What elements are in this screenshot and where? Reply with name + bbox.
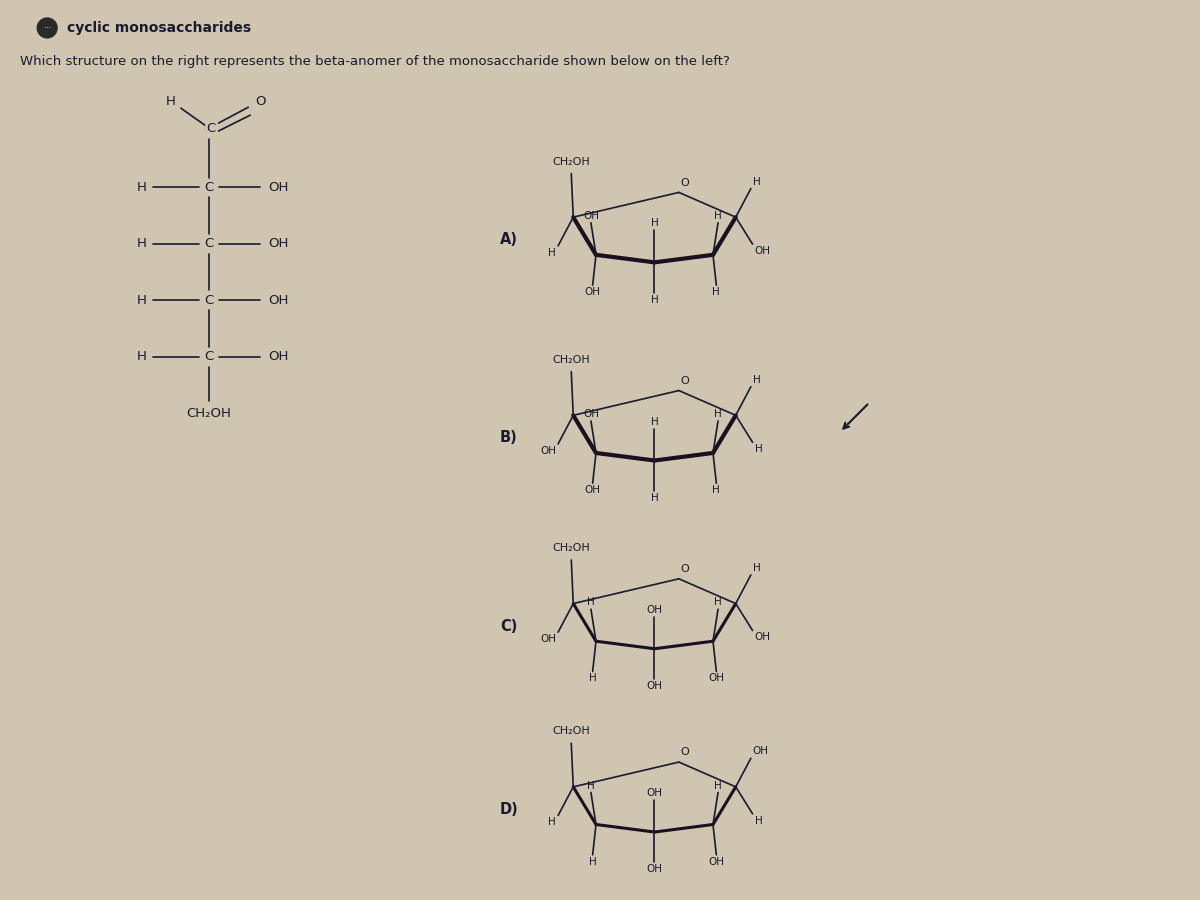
Text: B): B) (500, 430, 517, 446)
Text: OH: OH (647, 864, 662, 874)
Text: OH: OH (583, 211, 599, 220)
Text: O: O (254, 94, 265, 108)
Text: OH: OH (647, 788, 662, 798)
Text: H: H (714, 409, 722, 419)
Text: O: O (680, 177, 689, 187)
Text: H: H (714, 598, 722, 608)
Text: H: H (755, 815, 762, 825)
Text: H: H (714, 780, 722, 790)
Text: H: H (650, 294, 659, 304)
Text: OH: OH (755, 246, 770, 256)
Text: OH: OH (584, 485, 601, 495)
Text: C: C (204, 294, 214, 307)
Text: C: C (206, 122, 215, 136)
Text: H: H (755, 445, 762, 455)
Text: Which structure on the right represents the beta-anomer of the monosaccharide sh: Which structure on the right represents … (20, 55, 731, 68)
Text: H: H (650, 493, 659, 503)
Text: ⋯: ⋯ (43, 25, 50, 31)
Text: C: C (204, 238, 214, 250)
Text: H: H (752, 563, 761, 573)
Text: A): A) (500, 232, 518, 248)
Text: H: H (587, 780, 595, 790)
Text: OH: OH (755, 633, 770, 643)
Text: H: H (650, 417, 659, 427)
Text: OH: OH (647, 681, 662, 691)
Text: H: H (137, 238, 146, 250)
Text: OH: OH (268, 350, 288, 364)
Text: H: H (650, 219, 659, 229)
Text: OH: OH (540, 446, 556, 456)
Text: H: H (137, 181, 146, 194)
Text: CH₂OH: CH₂OH (552, 157, 590, 166)
Text: OH: OH (708, 673, 725, 683)
Text: H: H (587, 598, 595, 608)
Text: H: H (166, 94, 176, 108)
Text: H: H (137, 350, 146, 364)
Text: H: H (548, 817, 556, 827)
Text: OH: OH (268, 181, 288, 194)
Text: C): C) (500, 618, 517, 634)
Text: OH: OH (584, 287, 601, 297)
Text: CH₂OH: CH₂OH (552, 355, 590, 365)
Text: H: H (548, 248, 556, 257)
Text: CH₂OH: CH₂OH (552, 726, 590, 736)
Text: H: H (713, 485, 720, 495)
Text: O: O (680, 564, 689, 574)
Circle shape (37, 18, 58, 38)
Text: C: C (204, 181, 214, 194)
Text: H: H (589, 673, 596, 683)
Text: H: H (752, 176, 761, 186)
Text: H: H (137, 294, 146, 307)
Text: D): D) (499, 802, 518, 817)
Text: OH: OH (708, 857, 725, 867)
Text: OH: OH (540, 634, 556, 644)
Text: H: H (714, 211, 722, 220)
Text: H: H (752, 374, 761, 385)
Text: O: O (680, 747, 689, 757)
Text: C: C (204, 350, 214, 364)
Text: OH: OH (647, 605, 662, 615)
Text: O: O (680, 375, 689, 385)
Text: H: H (713, 287, 720, 297)
Text: OH: OH (268, 294, 288, 307)
Text: OH: OH (583, 409, 599, 419)
Text: OH: OH (752, 746, 769, 756)
Text: cyclic monosaccharides: cyclic monosaccharides (67, 21, 251, 35)
Text: CH₂OH: CH₂OH (186, 407, 232, 419)
Text: CH₂OH: CH₂OH (552, 543, 590, 553)
Text: OH: OH (268, 238, 288, 250)
Text: H: H (589, 857, 596, 867)
